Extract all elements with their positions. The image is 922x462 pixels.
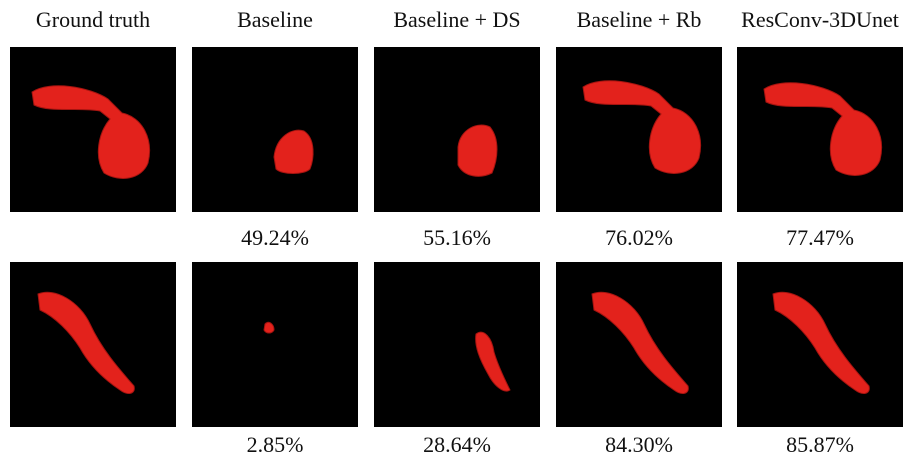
result-panel <box>737 262 903 427</box>
column-header: Ground truth <box>36 7 150 32</box>
dice-score: 77.47% <box>786 225 854 250</box>
column-header: ResConv-3DUnet <box>741 7 899 32</box>
result-panel <box>737 47 903 212</box>
dice-score: 76.02% <box>605 225 673 250</box>
column-header: Baseline + DS <box>393 7 520 32</box>
panel-background <box>374 47 540 212</box>
figure: Ground truth Baseline Baseline + DS Baselin… <box>0 0 922 462</box>
panel-background <box>192 262 358 427</box>
result-panel <box>192 47 358 212</box>
segmentation <box>264 322 274 333</box>
result-panel <box>10 47 176 212</box>
dice-score: 55.16% <box>423 225 491 250</box>
dice-score: 28.64% <box>423 432 491 457</box>
dice-score: 84.30% <box>605 432 673 457</box>
dice-score: 49.24% <box>241 225 309 250</box>
result-panel <box>556 262 722 427</box>
segmentation <box>458 125 497 176</box>
panel-background <box>374 262 540 427</box>
result-panel <box>556 47 722 212</box>
result-panel <box>374 47 540 212</box>
result-panel <box>10 262 176 427</box>
panel-background <box>192 47 358 212</box>
panel-background <box>10 47 176 212</box>
column-header: Baseline <box>237 7 313 32</box>
column-header: Baseline + Rb <box>577 7 702 32</box>
result-panel <box>192 262 358 427</box>
dice-score: 85.87% <box>786 432 854 457</box>
result-panel <box>374 262 540 427</box>
dice-score: 2.85% <box>247 432 304 457</box>
